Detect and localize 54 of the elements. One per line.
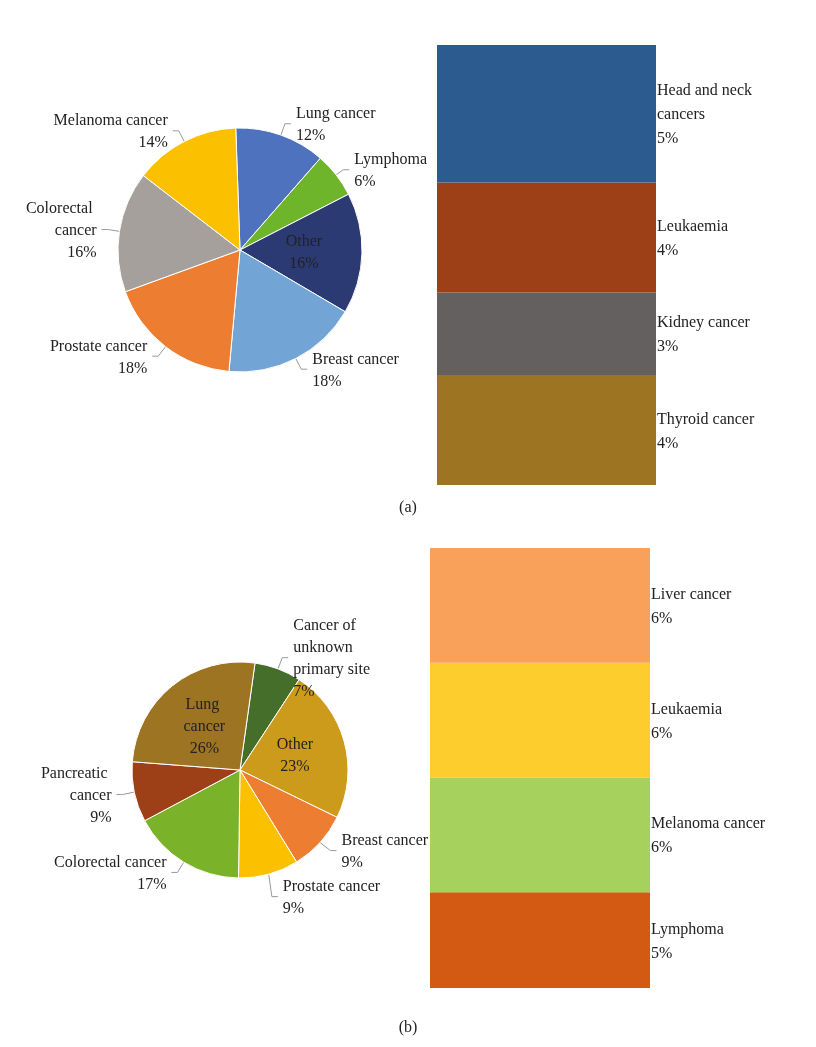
data-label: 6%: [651, 608, 673, 626]
bar: [430, 662, 650, 778]
data-label: 6%: [651, 723, 673, 741]
data-label: 7%: [293, 682, 315, 700]
text: (a): [399, 498, 417, 516]
bar: [430, 777, 650, 893]
data-label: 18%: [312, 371, 342, 389]
data-label: 6%: [651, 838, 673, 856]
slice-label: Prostate cancer: [49, 336, 148, 354]
data-label: 26%: [189, 739, 219, 757]
bar: [430, 892, 650, 988]
data-label: 4%: [657, 241, 679, 258]
series-label: Head and neck cancers: [657, 81, 757, 123]
bar: [437, 45, 656, 183]
data-label: 18%: [117, 358, 148, 376]
slice-label: Other: [285, 232, 323, 250]
bar: [430, 548, 650, 663]
data-label: 14%: [138, 133, 168, 151]
series-label: Liver cancer: [651, 584, 733, 602]
bar: [437, 292, 656, 375]
data-label: 6%: [354, 172, 376, 190]
data-label: 4%: [657, 433, 679, 451]
data-label: 16%: [67, 243, 97, 260]
series-label: Melanoma cancer: [651, 814, 766, 832]
text: (b): [398, 1018, 418, 1036]
data-label: 5%: [651, 943, 673, 961]
slice-label: Breast cancer: [341, 831, 429, 849]
slice-label: Colorectal cancer: [54, 852, 168, 870]
slice-label: Other: [276, 735, 314, 753]
slice-label: Cancer of unknown primary site: [293, 616, 371, 679]
bar: [437, 182, 656, 293]
data-label: 12%: [295, 126, 326, 144]
series-label: Leukaemia: [651, 699, 723, 717]
slice-label: Lung cancer: [183, 695, 226, 735]
slice-label: Lymphoma: [354, 150, 428, 169]
data-label: 5%: [657, 129, 679, 147]
data-label: 9%: [90, 808, 112, 826]
data-label: 9%: [282, 899, 305, 917]
data-label: 23%: [280, 757, 310, 775]
slice-label: Lung cancer: [295, 104, 377, 123]
data-label: 17%: [137, 874, 167, 892]
series-label: Leukaemia: [657, 217, 729, 234]
slice-label: Colorectal cancer: [25, 199, 98, 238]
slice-label: Prostate cancer: [282, 877, 381, 895]
bar: [437, 375, 656, 485]
slice-label: Melanoma cancer: [53, 111, 169, 129]
data-label: 3%: [657, 337, 679, 355]
slice-label: Pancreatic cancer: [40, 764, 113, 804]
data-label: 9%: [341, 853, 363, 871]
series-label: Thyroid cancer: [657, 409, 755, 428]
series-label: Kidney cancer: [657, 313, 751, 332]
series-label: Lymphoma: [651, 919, 724, 938]
slice-label: Breast cancer: [312, 349, 400, 367]
data-label: 16%: [289, 254, 319, 272]
